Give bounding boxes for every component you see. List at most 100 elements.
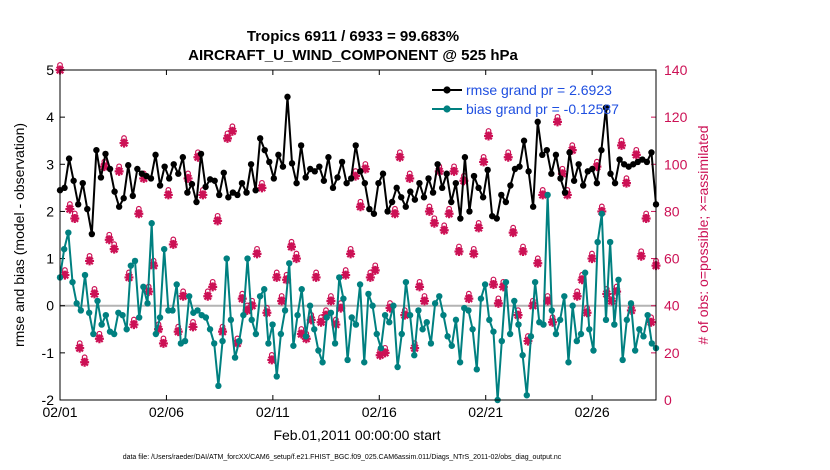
bias-point (181, 337, 189, 345)
x-axis: 02/01 02/06 02/11 02/16 02/21 02/26 (42, 70, 610, 420)
legend-rmse-label: rmse grand pr = 2.6923 (466, 82, 612, 98)
rmse-point (461, 154, 469, 161)
bias-point (465, 307, 472, 314)
obs-possible-point (96, 330, 103, 337)
rmse-point (297, 142, 305, 149)
obs-assimilated-point (454, 247, 464, 256)
bias-point (202, 314, 210, 321)
obs-assimilated-point (247, 301, 257, 311)
rmse-point (93, 146, 100, 154)
y-axis-left: -2 -1 0 1 2 3 4 5 (42, 62, 65, 408)
bias-point (69, 278, 76, 286)
obs-assimilated-point (326, 296, 336, 306)
bias-point (456, 359, 464, 366)
obs-assimilated-point (242, 305, 252, 315)
bias-point (586, 326, 593, 333)
rmse-point (502, 198, 510, 206)
rmse-point (429, 189, 437, 196)
bias-point (215, 382, 222, 390)
obs-assimilated-point (518, 247, 528, 256)
obs-possible-point (480, 154, 487, 160)
obs-assimilated-point (296, 329, 306, 339)
bias-point (411, 352, 418, 359)
bias-point (361, 359, 368, 366)
rmse-point (270, 175, 278, 182)
rmse-point (402, 203, 409, 210)
bias-point (252, 330, 260, 338)
obs-possible-point (259, 179, 265, 186)
bias-point (561, 293, 568, 300)
obs-assimilated-point (203, 291, 213, 301)
obs-possible-point (446, 205, 453, 212)
obs-assimilated-point (508, 228, 518, 238)
obs-assimilated-point (183, 173, 193, 183)
obs-assimilated-point (498, 282, 508, 292)
rmse-point (170, 161, 177, 168)
rmse-point (343, 179, 350, 187)
bias-point (119, 311, 126, 319)
obs-possible-point (357, 198, 364, 205)
rmse-point (106, 165, 114, 173)
bias-point (211, 340, 218, 347)
obs-possible-point (135, 205, 142, 212)
bias-point (573, 337, 581, 345)
bias-point (140, 283, 147, 291)
rmse-point (393, 184, 400, 192)
y2-tick-label: 140 (664, 62, 688, 78)
obs-possible-point (81, 354, 88, 361)
obs-possible-point (323, 307, 329, 314)
bias-point (344, 356, 351, 364)
plot-area (60, 70, 656, 400)
obs-possible-point (190, 319, 196, 325)
rmse-point (575, 161, 582, 168)
rmse-point (525, 168, 532, 175)
obs-possible-point (431, 215, 438, 222)
bias-point (415, 307, 422, 314)
rmse-point (125, 162, 132, 169)
bias-point (65, 229, 72, 236)
obs-assimilated-point (479, 157, 489, 167)
y2-tick-label: 40 (664, 298, 680, 314)
y-tick-label: 3 (46, 156, 54, 172)
rmse-point (602, 104, 610, 111)
obs-assimilated-point (104, 235, 114, 245)
rmse-line (59, 95, 657, 236)
obs-possible-point (470, 245, 477, 252)
rmse-point (188, 180, 196, 188)
rmse-point (256, 135, 264, 142)
obs-assimilated-point (365, 272, 375, 282)
y-tick-label: -2 (42, 392, 55, 408)
bias-point (77, 307, 85, 314)
obs-assimilated-point (523, 336, 533, 346)
obs-possible-point (539, 187, 546, 193)
obs-assimilated-point (272, 272, 282, 282)
rmse-point (493, 215, 500, 222)
bias-point (240, 311, 247, 319)
obs-assimilated-point (134, 209, 144, 219)
bias-point (319, 359, 326, 366)
rmse-point (134, 165, 141, 173)
rmse-point (566, 149, 573, 156)
bias-point (511, 297, 518, 305)
rmse-series (56, 93, 660, 238)
obs-possible-point (313, 269, 320, 276)
obs-assimilated-point (119, 138, 129, 148)
obs-assimilated-point (89, 289, 99, 299)
y2-tick-label: 20 (664, 345, 680, 361)
bias-point (423, 319, 430, 326)
obs-assimilated-point (173, 327, 183, 337)
rmse-point (302, 174, 309, 181)
bias-point (594, 238, 601, 246)
chart-subtitle: AIRCRAFT_U_WIND_COMPONENT @ 525 hPa (188, 47, 518, 64)
rmse-point (570, 177, 578, 184)
bias-point (127, 262, 135, 269)
obs-assimilated-point (617, 140, 627, 150)
obs-assimilated-point (99, 162, 109, 172)
obs-assimilated-point (109, 244, 119, 254)
obs-assimilated-point (257, 183, 267, 193)
obs-assimilated-point (80, 357, 90, 367)
obs-possible-point (510, 224, 517, 231)
bias-point (365, 290, 372, 298)
obs-assimilated-point (375, 350, 385, 360)
obs-possible-point (589, 250, 595, 257)
